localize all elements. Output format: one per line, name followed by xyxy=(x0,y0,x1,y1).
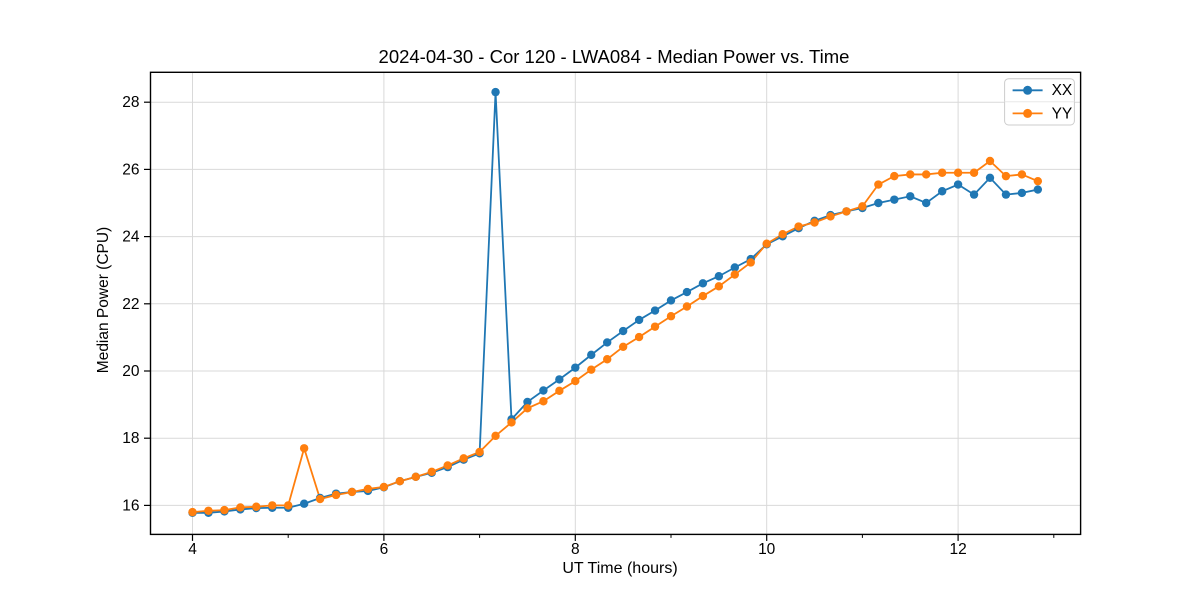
svg-text:2024-04-30 - Cor 120 - LWA084: 2024-04-30 - Cor 120 - LWA084 - Median P… xyxy=(379,46,850,67)
svg-text:10: 10 xyxy=(758,541,776,558)
svg-text:YY: YY xyxy=(1052,105,1073,122)
svg-text:26: 26 xyxy=(122,161,139,178)
svg-text:18: 18 xyxy=(122,430,139,447)
svg-text:6: 6 xyxy=(380,541,389,558)
svg-text:XX: XX xyxy=(1052,82,1073,99)
svg-text:Median Power (CPU): Median Power (CPU) xyxy=(95,227,112,373)
svg-text:20: 20 xyxy=(122,363,140,380)
svg-text:24: 24 xyxy=(122,229,140,246)
svg-text:12: 12 xyxy=(949,541,966,558)
svg-text:8: 8 xyxy=(571,541,580,558)
svg-text:22: 22 xyxy=(122,296,139,313)
svg-text:4: 4 xyxy=(188,541,197,558)
svg-text:UT Time (hours): UT Time (hours) xyxy=(562,560,677,577)
svg-text:28: 28 xyxy=(122,94,139,111)
svg-text:16: 16 xyxy=(122,497,139,514)
